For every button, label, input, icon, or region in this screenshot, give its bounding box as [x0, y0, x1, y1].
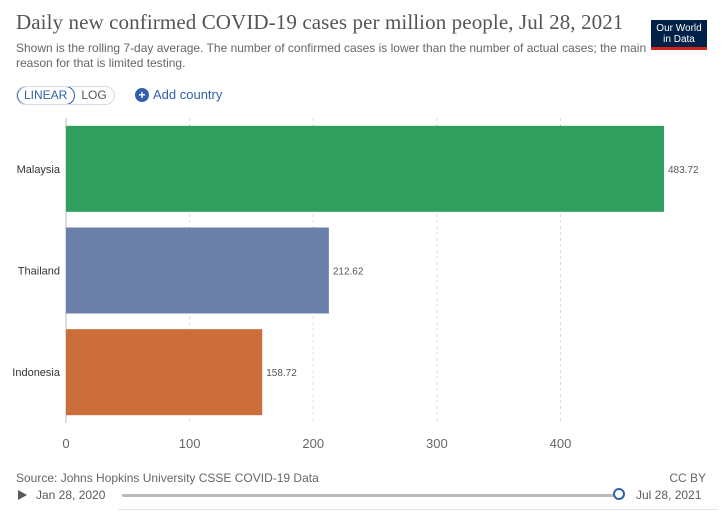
logo-line-2: in Data [663, 34, 695, 45]
timeline-end-handle[interactable] [613, 488, 625, 500]
timeline-end-date: Jul 28, 2021 [636, 488, 702, 502]
license-link[interactable]: CC BY [669, 471, 706, 485]
chart-title: Daily new confirmed COVID-19 cases per m… [16, 10, 624, 34]
bars: Malaysia 483.72 Thailand 212.62 Indonesia 158… [12, 125, 699, 416]
log-scale-button[interactable]: LOG [81, 88, 107, 102]
bar-thailand[interactable] [66, 227, 329, 314]
logo-line-1: Our World [656, 23, 702, 34]
x-tick-label: 400 [550, 436, 572, 451]
x-tick-label: 300 [426, 436, 448, 451]
bar-chart: Malaysia 483.72 Thailand 212.62 Indonesia 158… [12, 118, 699, 451]
bar-indonesia[interactable] [66, 329, 263, 416]
scale-toggle[interactable]: LINEAR LOG [16, 86, 115, 105]
x-tick-label: 200 [302, 436, 324, 451]
play-icon[interactable] [18, 490, 27, 500]
timeline-track-fill [122, 494, 618, 497]
category-label[interactable]: Thailand [18, 266, 60, 278]
timeline-track[interactable] [122, 494, 618, 497]
add-country-button[interactable]: + Add country [135, 87, 222, 102]
chart-subtitle: Shown is the rolling 7-day average. The … [16, 41, 647, 70]
add-country-label: Add country [153, 87, 223, 102]
source-note[interactable]: Source: Johns Hopkins University CSSE CO… [16, 471, 319, 485]
owid-logo[interactable]: Our World in Data [651, 20, 707, 50]
value-label: 483.72 [668, 165, 699, 176]
linear-scale-button[interactable]: LINEAR [17, 87, 76, 104]
category-label[interactable]: Indonesia [12, 367, 61, 379]
value-label: 212.62 [333, 267, 364, 278]
plus-circle-icon: + [135, 87, 149, 102]
timeline-start-date: Jan 28, 2020 [36, 488, 106, 502]
category-label[interactable]: Malaysia [17, 164, 61, 176]
value-label: 158.72 [266, 368, 297, 379]
x-tick-label: 0 [62, 436, 69, 451]
footer-divider [118, 509, 718, 510]
bar-malaysia[interactable] [66, 125, 664, 212]
x-axis-ticks: 0 100 200 300 400 [62, 436, 571, 451]
timeline[interactable]: Jan 28, 2020 Jul 28, 2021 [16, 487, 716, 505]
x-tick-label: 100 [179, 436, 201, 451]
